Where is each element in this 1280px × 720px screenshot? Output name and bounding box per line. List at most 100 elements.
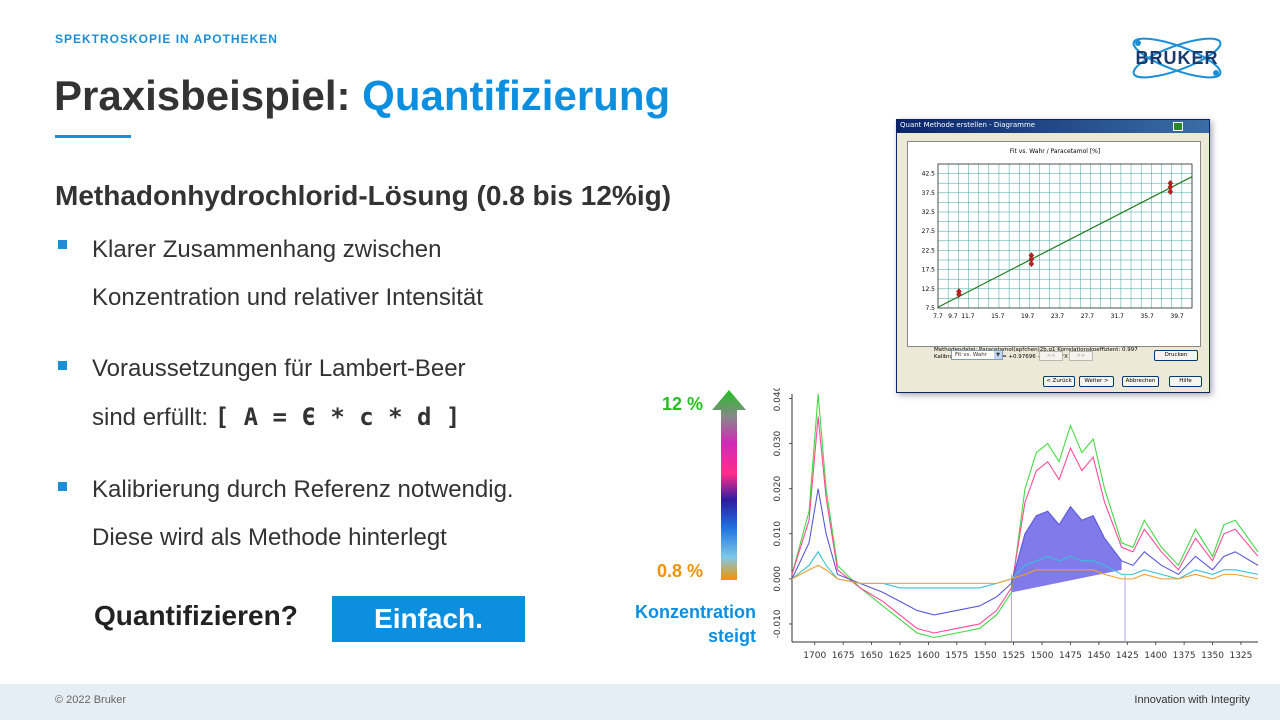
close-icon[interactable] bbox=[1173, 122, 1183, 131]
x-tick-label: 1625 bbox=[889, 651, 912, 661]
help-button[interactable]: Hilfe bbox=[1169, 376, 1202, 387]
x-tick-label: 1500 bbox=[1031, 651, 1054, 661]
dialog-titlebar: Quant Methode erstellen - Diagramme bbox=[897, 120, 1209, 133]
bullet-2-line2: sind erfüllt: [ A = Є * c * d ] bbox=[92, 393, 466, 442]
bullet-1-line2: Konzentration und relativer Intensität bbox=[92, 284, 483, 311]
bullet-3: Kalibrierung durch Referenz notwendig. D… bbox=[92, 466, 514, 562]
y-tick-label: 0.040 bbox=[773, 388, 783, 411]
x-tick-label: 1325 bbox=[1229, 651, 1252, 661]
section-kicker: SPEKTROSKOPIE IN APOTHEKEN bbox=[55, 32, 278, 46]
cta-question: Quantifizieren? bbox=[94, 600, 298, 631]
y-tick-label: 32.5 bbox=[922, 209, 936, 216]
footer-band bbox=[0, 684, 1280, 720]
bullet-2-line1: Voraussetzungen für Lambert-Beer bbox=[92, 355, 466, 382]
back-button[interactable]: < Zurück bbox=[1043, 376, 1075, 387]
prev-button[interactable]: << bbox=[1039, 351, 1063, 361]
x-tick-label: 1400 bbox=[1144, 651, 1167, 661]
bullet-marker bbox=[58, 482, 67, 491]
quant-method-dialog: Quant Methode erstellen - Diagramme Fit … bbox=[896, 119, 1210, 393]
x-tick-label: 1375 bbox=[1173, 651, 1196, 661]
title-accent: Quantifizierung bbox=[362, 72, 671, 119]
title-prefix: Praxisbeispiel: bbox=[54, 72, 363, 119]
copyright: © 2022 Bruker bbox=[55, 694, 127, 706]
y-tick-label: 0.020 bbox=[773, 476, 783, 502]
concentration-arrow-icon bbox=[712, 390, 746, 580]
ir-spectrum-chart: -0.010 0.000 0.010 0.020 0.030 0.040 1700 1675 1… bbox=[773, 388, 1259, 661]
y-tick-label: 17.5 bbox=[922, 267, 936, 274]
cta-button[interactable]: Einfach. bbox=[332, 596, 525, 642]
bullet-1-line1: Klarer Zusammenhang zwischen bbox=[92, 236, 442, 263]
logo-text: BRUKER bbox=[1135, 48, 1219, 68]
page-title: Praxisbeispiel: Quantifizierung bbox=[54, 72, 670, 120]
tagline: Innovation with Integrity bbox=[1134, 694, 1250, 706]
integration-area bbox=[1011, 506, 1122, 593]
y-tick-label: -0.010 bbox=[773, 609, 783, 638]
diagram-type-select[interactable]: Fit vs. Wahr ▼ bbox=[951, 350, 1003, 360]
x-tick-label: 1525 bbox=[1002, 651, 1025, 661]
x-tick-label: 39.7 bbox=[1170, 313, 1184, 320]
y-tick-label: 27.5 bbox=[922, 228, 936, 235]
next-page-button[interactable]: >> bbox=[1069, 351, 1093, 361]
lambert-beer-formula: [ A = Є * c * d ] bbox=[214, 403, 461, 431]
title-underline bbox=[55, 135, 131, 138]
x-tick-label: 1550 bbox=[974, 651, 997, 661]
data-point bbox=[1028, 260, 1035, 268]
caption-line1: Konzentration bbox=[635, 602, 756, 622]
spectrum-series bbox=[791, 488, 1259, 616]
x-tick-label: 1475 bbox=[1059, 651, 1082, 661]
bullet-marker bbox=[58, 240, 67, 249]
x-tick-label: 1675 bbox=[832, 651, 855, 661]
bullet-2: Voraussetzungen für Lambert-Beer sind er… bbox=[92, 345, 466, 442]
continue-button[interactable]: Weiter > bbox=[1079, 376, 1114, 387]
dialog-title: Quant Methode erstellen - Diagramme bbox=[900, 121, 1036, 129]
slide-subtitle: Methadonhydrochlorid-Lösung (0.8 bis 12%… bbox=[55, 180, 672, 211]
spectrum-series bbox=[791, 564, 1259, 584]
fit-line bbox=[937, 176, 1193, 308]
x-tick-label: 1350 bbox=[1201, 651, 1224, 661]
y-tick-label: 42.5 bbox=[922, 171, 936, 178]
calibration-chart-title: Fit vs. Wahr / Paracetamol [%] bbox=[1009, 148, 1101, 155]
diagram-type-value: Fit vs. Wahr bbox=[955, 352, 988, 358]
y-tick-label: 0.000 bbox=[773, 566, 783, 592]
data-point bbox=[1167, 188, 1174, 195]
plot-frame bbox=[937, 163, 1193, 309]
x-tick-label: 9.7 bbox=[948, 313, 958, 320]
x-tick-label: 1575 bbox=[945, 651, 968, 661]
bruker-logo: BRUKER bbox=[1124, 28, 1230, 88]
x-tick-label: 1600 bbox=[917, 651, 940, 661]
y-tick-label: 37.5 bbox=[922, 190, 936, 197]
x-tick-label: 35.7 bbox=[1140, 313, 1154, 320]
logo-orbit-icon bbox=[1132, 37, 1222, 79]
y-tick-label: 22.5 bbox=[922, 247, 936, 254]
bullet-marker bbox=[58, 361, 67, 370]
spectrum-series bbox=[791, 393, 1259, 639]
x-tick-label: 1700 bbox=[803, 651, 826, 661]
x-tick-label: 15.7 bbox=[991, 313, 1005, 320]
print-button[interactable]: Drucken bbox=[1154, 350, 1198, 361]
x-tick-label: 31.7 bbox=[1111, 313, 1125, 320]
calibration-chart: 42.5 37.5 32.5 27.5 22.5 17.5 12.5 7.57.7 9.7 11.… bbox=[922, 163, 1193, 320]
x-tick-label: 7.7 bbox=[933, 313, 943, 320]
x-tick-label: 1450 bbox=[1087, 651, 1110, 661]
scale-bottom-label: 0.8 % bbox=[657, 561, 704, 581]
concentration-caption: Konzentration steigt bbox=[606, 600, 756, 648]
scale-top-label: 12 % bbox=[662, 394, 704, 414]
x-tick-label: 1425 bbox=[1116, 651, 1139, 661]
bullet-2-prefix: sind erfüllt: bbox=[92, 404, 215, 431]
y-tick-label: 12.5 bbox=[922, 286, 936, 293]
x-tick-label: 23.7 bbox=[1051, 313, 1065, 320]
bullet-3-line2: Diese wird als Methode hinterlegt bbox=[92, 524, 447, 551]
method-info-line1: Methodendatei: Paracetamol(apfchen)2b.q1… bbox=[934, 347, 1138, 353]
x-tick-label: 11.7 bbox=[961, 313, 975, 320]
dialog-chart-panel: Fit vs. Wahr / Paracetamol [%] 42.5 37.5 3… bbox=[907, 141, 1201, 360]
data-point bbox=[956, 291, 962, 298]
x-tick-label: 27.7 bbox=[1081, 313, 1095, 320]
x-tick-label: 1650 bbox=[860, 651, 883, 661]
y-tick-label: 0.030 bbox=[773, 430, 783, 456]
chevron-down-icon[interactable]: ▼ bbox=[994, 351, 1002, 359]
y-tick-label: 0.010 bbox=[773, 521, 783, 547]
bullet-1: Klarer Zusammenhang zwischen Konzentrati… bbox=[92, 226, 483, 322]
y-tick-label: 7.5 bbox=[925, 305, 935, 312]
spectrum-series bbox=[791, 416, 1259, 634]
cancel-button[interactable]: Abbrechen bbox=[1122, 376, 1159, 387]
